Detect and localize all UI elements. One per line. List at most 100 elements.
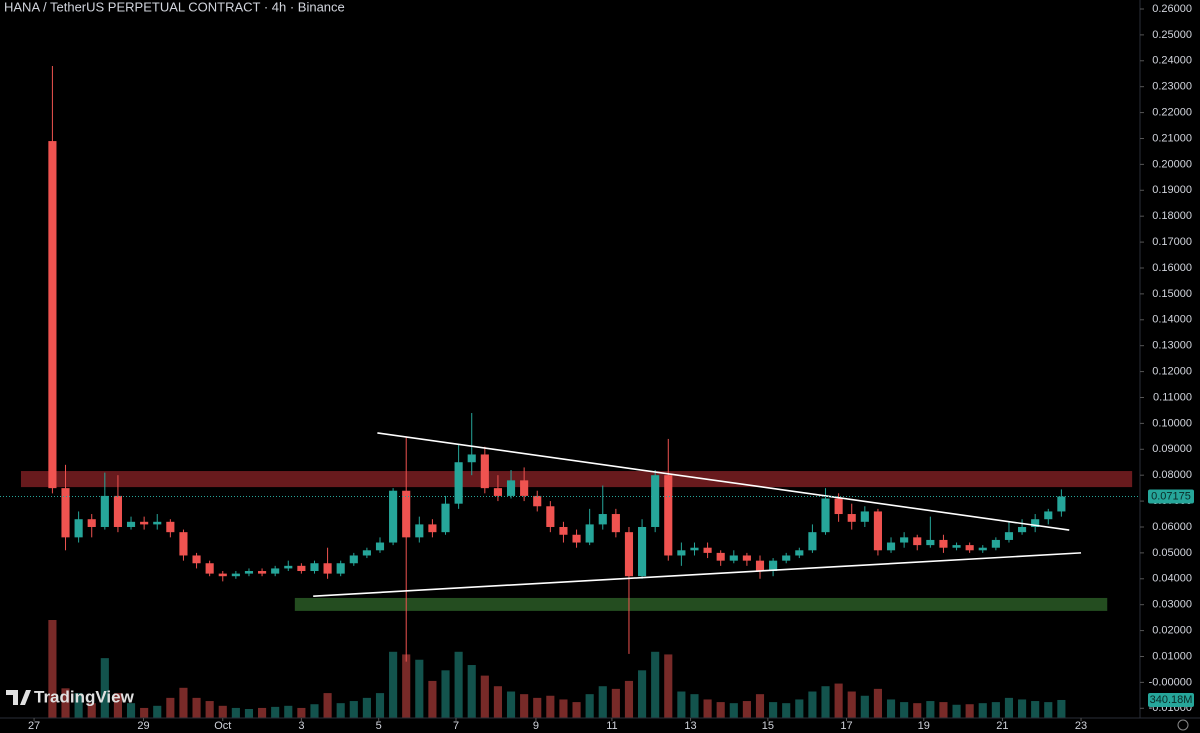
volume-bar	[218, 705, 227, 718]
candle-body	[795, 550, 804, 556]
x-tick-label: 7	[453, 720, 459, 732]
y-tick-label: 0.04000	[1152, 573, 1192, 585]
candle-body	[415, 524, 424, 538]
volume-bar	[506, 691, 516, 718]
watermark-text: TradingView	[34, 687, 135, 706]
volume-bar	[939, 702, 948, 718]
volume-bar	[651, 651, 660, 718]
candle-body	[61, 488, 70, 538]
candle-body	[402, 490, 411, 538]
candle-body	[113, 495, 122, 527]
volume-bar	[795, 699, 804, 718]
candle-body	[677, 550, 686, 556]
volume-bar	[48, 620, 57, 718]
candle-body	[467, 454, 476, 463]
y-tick-label: 0.14000	[1152, 314, 1192, 326]
candle-body	[1004, 532, 1014, 540]
candle-body	[126, 521, 136, 527]
y-tick-label: 0.09000	[1152, 443, 1192, 455]
volume-bar	[559, 699, 568, 718]
candle-body	[651, 475, 660, 527]
candle-body	[965, 545, 974, 551]
y-tick-label: 0.25000	[1152, 29, 1192, 41]
y-tick-label: 0.08000	[1152, 469, 1192, 481]
volume-bar	[860, 695, 869, 718]
candle-body	[454, 462, 463, 504]
y-tick-label: 0.13000	[1152, 340, 1192, 352]
candle-body	[624, 532, 634, 577]
volume-bar	[231, 707, 240, 718]
candle-body	[231, 573, 240, 577]
y-tick-label: 0.10000	[1152, 417, 1192, 429]
y-tick-label: 0.19000	[1152, 184, 1192, 196]
candle-body	[952, 545, 961, 548]
candle-body	[179, 532, 188, 556]
candle-body	[205, 563, 214, 574]
y-tick-label: 0.01000	[1152, 650, 1192, 662]
candle-body	[389, 490, 398, 543]
volume-bar	[61, 688, 70, 718]
volume-bar	[336, 703, 345, 718]
y-tick-label: 0.11000	[1153, 391, 1192, 403]
candle-body	[913, 537, 922, 546]
y-tick-label: 0.26000	[1152, 3, 1192, 15]
trendline	[313, 552, 1082, 597]
volume-bar	[729, 703, 738, 718]
candle-body	[441, 503, 450, 533]
volume-bar	[572, 702, 581, 718]
y-tick-label: 0.24000	[1152, 55, 1192, 67]
volume-bar	[769, 702, 778, 718]
volume-bar	[349, 701, 358, 718]
volume-bar	[153, 705, 162, 718]
x-tick-label: 11	[606, 720, 617, 732]
x-tick-label: 5	[376, 720, 382, 732]
candle-body	[192, 555, 201, 564]
volume-bar	[362, 697, 371, 718]
candle-body	[349, 555, 358, 564]
candle-body	[821, 498, 830, 533]
settings-icon[interactable]	[1177, 719, 1189, 731]
candle-body	[860, 511, 869, 522]
candle-body	[755, 560, 765, 572]
candle-body	[1057, 496, 1066, 512]
candle-body	[585, 524, 594, 543]
x-tick-label: 17	[840, 720, 852, 732]
y-tick-label: 0.12000	[1152, 365, 1192, 377]
y-tick-label: 0.05000	[1152, 547, 1192, 559]
volume-bar	[834, 683, 843, 718]
volume-bar	[258, 707, 267, 718]
volume-bar	[952, 704, 961, 718]
volume-bar	[886, 699, 896, 718]
volume-bar	[192, 697, 201, 718]
volume-bar	[533, 697, 542, 718]
volume-bar	[638, 670, 647, 718]
candle-body	[664, 475, 673, 556]
x-tick-label: 27	[28, 720, 40, 732]
candle-body	[166, 521, 175, 533]
candle-body	[244, 571, 254, 574]
candle-body	[323, 563, 332, 574]
y-tick-label: 0.16000	[1152, 262, 1192, 274]
volume-bar	[271, 706, 280, 718]
x-tick-label: 29	[137, 720, 149, 732]
chart-title: HANA / TetherUS PERPETUAL CONTRACT · 4h …	[4, 0, 345, 14]
volume-bar	[598, 686, 607, 718]
volume-bar	[677, 691, 686, 718]
logo-icon	[6, 690, 31, 705]
candle-body	[362, 550, 371, 556]
candle-body	[873, 511, 882, 551]
volume-bar	[1004, 697, 1014, 718]
candle-body	[978, 547, 987, 551]
volume-bar	[847, 691, 856, 718]
volume-bar	[205, 701, 214, 718]
volume-bar	[389, 651, 398, 718]
volume-bar	[1031, 701, 1040, 718]
volume-bar	[454, 651, 463, 718]
volume-bar	[467, 665, 476, 718]
volume-bar	[166, 697, 175, 718]
candle-body	[100, 495, 109, 527]
candle-body	[1018, 526, 1027, 533]
zone	[20, 471, 1133, 488]
